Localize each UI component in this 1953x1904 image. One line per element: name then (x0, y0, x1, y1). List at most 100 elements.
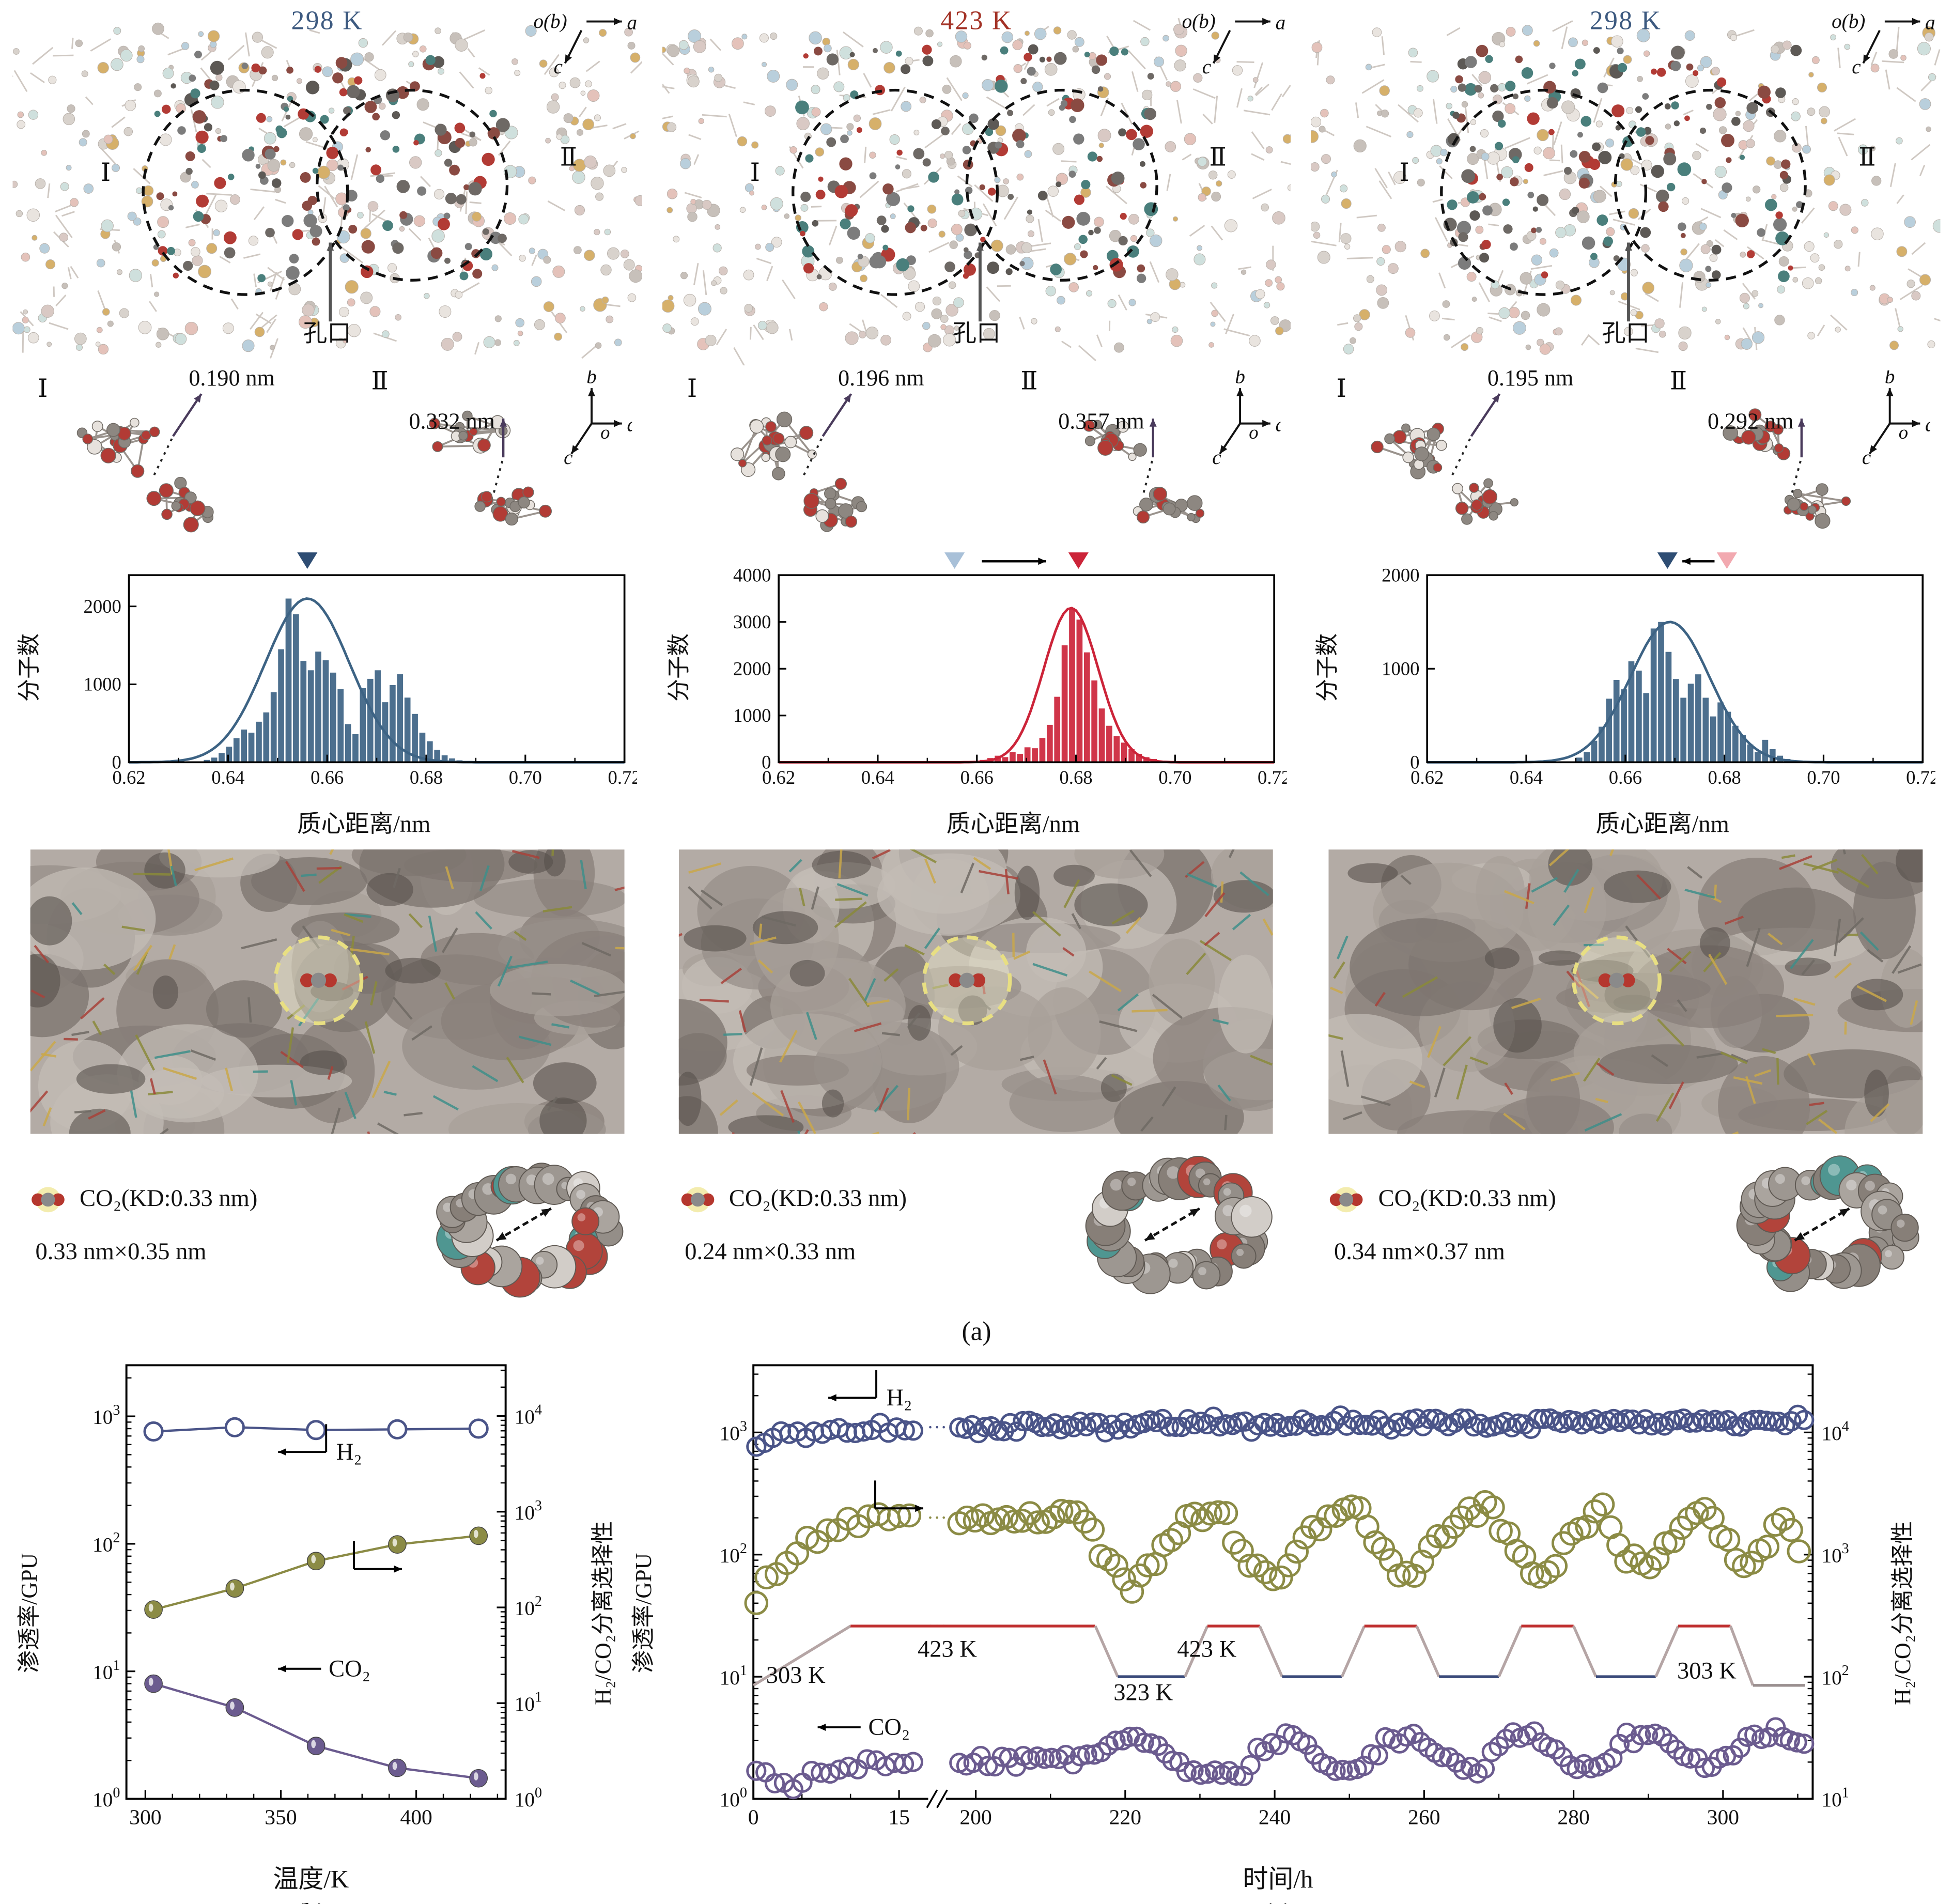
svg-text:0: 0 (761, 752, 770, 773)
svg-text:a: a (1276, 413, 1281, 436)
svg-text:400: 400 (400, 1805, 432, 1829)
co2-kinetic-diameter-label: CO₂(KD:0.33 nm) (1378, 1185, 1556, 1213)
crystal-structure-view-3: 298 K o(b) a c Ⅰ Ⅱ 孔口 (1311, 5, 1941, 365)
temperature-title: 298 K (1590, 5, 1662, 36)
site-one-label: Ⅰ (38, 375, 48, 403)
svg-text:a: a (1276, 11, 1286, 34)
histogram-canvas: 0.62 0.64 0.66 0.68 0.70 0.72 0 1000 2000 (83, 552, 638, 788)
distance-two-label: 0.292 nm (1707, 408, 1794, 434)
histogram-y-label: 分子数 (16, 632, 42, 702)
svg-text:a: a (627, 11, 637, 34)
crystal-axes-icon: o(b) a c (1832, 10, 1935, 76)
co2-info-text: CO₂(KD:0.33 nm) 0.34 nm×0.37 nm (1321, 1186, 1702, 1267)
distance-one-label: 0.190 nm (189, 365, 275, 391)
series-co2 (144, 1674, 488, 1788)
series-co2 (746, 1717, 1815, 1800)
svg-text:15: 15 (888, 1805, 910, 1829)
svg-text:103: 103 (1822, 1541, 1849, 1567)
svg-text:···: ··· (927, 1615, 947, 1637)
svg-text:0.68: 0.68 (1059, 767, 1092, 788)
histogram-canvas: 0.62 0.64 0.66 0.68 0.70 0.72 0 1000 2000 3000 400… (733, 552, 1287, 788)
svg-text:···: ··· (927, 1507, 947, 1529)
histogram-y-label: 分子数 (1315, 632, 1341, 702)
temperature-title: 423 K (940, 5, 1013, 36)
pore-size-label: 0.34 nm×0.37 nm (1334, 1239, 1505, 1266)
co2-info-row-3: CO₂(KD:0.33 nm) 0.34 nm×0.37 nm (1311, 1134, 1941, 1313)
svg-text:102: 102 (720, 1541, 747, 1567)
pore-surface-view-2 (662, 840, 1291, 1134)
svg-text:423 K: 423 K (1177, 1636, 1236, 1663)
distance-one-label: 0.196 nm (838, 365, 924, 391)
chart-b-x-label: 温度/K (273, 1866, 349, 1894)
site-two-label: Ⅱ (1020, 367, 1038, 396)
co2-kinetic-diameter-label: CO₂(KD:0.33 nm) (80, 1185, 258, 1213)
co2-molecule-icon (32, 1187, 65, 1213)
svg-text:0.64: 0.64 (861, 767, 894, 788)
figure-label-a: (a) (962, 1315, 991, 1346)
svg-text:o: o (1249, 422, 1259, 443)
svg-text:240: 240 (1259, 1805, 1291, 1829)
svg-text:···: ··· (927, 1416, 947, 1438)
distance-two-label: 0.357 nm (1058, 408, 1144, 434)
svg-text:3000: 3000 (733, 611, 770, 632)
site-one-label: Ⅰ (687, 375, 698, 403)
svg-text:0.64: 0.64 (1510, 767, 1543, 788)
svg-text:c: c (1213, 446, 1221, 467)
pore-aperture-model (1736, 1155, 1919, 1292)
svg-text:H₂: H₂ (336, 1439, 362, 1465)
svg-text:0.68: 0.68 (1708, 767, 1741, 788)
svg-text:0.66: 0.66 (960, 767, 993, 788)
svg-text:2000: 2000 (733, 658, 770, 679)
co2-info-text: CO₂(KD:0.33 nm) 0.24 nm×0.33 nm (672, 1186, 1053, 1267)
svg-text:c: c (1862, 446, 1871, 467)
svg-text:a: a (1925, 413, 1930, 436)
pore-size-label: 0.24 nm×0.33 nm (685, 1239, 856, 1266)
co2-molecule-icon (1330, 1187, 1363, 1213)
svg-text:303 K: 303 K (766, 1662, 826, 1689)
panel-423k: 423 K o(b) a c Ⅰ Ⅱ 孔口 Ⅰ 0.196 nm Ⅱ 0.357 n… (662, 5, 1291, 1313)
svg-text:0.72: 0.72 (1257, 767, 1287, 788)
svg-text:1000: 1000 (1382, 658, 1420, 679)
hbond-pair-image (1371, 393, 1851, 529)
histogram-x-label: 质心距离/nm (1595, 811, 1729, 839)
svg-text:0.72: 0.72 (608, 767, 638, 788)
pair-axes-icon: b a c o (563, 370, 631, 467)
figure-label-c: (c) (677, 1897, 1878, 1904)
histogram-y-label: 分子数 (665, 632, 691, 702)
svg-text:0.66: 0.66 (1609, 767, 1642, 788)
pore-surface-view-1 (12, 840, 642, 1134)
panel-298k-return: 298 K o(b) a c Ⅰ Ⅱ 孔口 Ⅰ 0.195 nm Ⅱ 0.292 n… (1311, 5, 1941, 1313)
svg-text:0: 0 (748, 1805, 759, 1829)
svg-text:103: 103 (92, 1402, 120, 1429)
hbond-pair-image (76, 393, 552, 533)
pore-opening-label: 孔口 (1602, 321, 1650, 348)
svg-text:0.62: 0.62 (112, 767, 145, 788)
site-one-label: Ⅰ (750, 159, 760, 187)
svg-text:1000: 1000 (733, 705, 770, 726)
svg-text:260: 260 (1408, 1805, 1440, 1829)
svg-text:0.70: 0.70 (509, 767, 542, 788)
svg-text:350: 350 (265, 1805, 297, 1829)
svg-text:303 K: 303 K (1677, 1658, 1737, 1684)
svg-text:CO₂: CO₂ (868, 1714, 910, 1741)
site-two-label: Ⅱ (560, 144, 577, 173)
histogram-canvas: 0.62 0.64 0.66 0.68 0.70 0.72 0 1000 2000 (1382, 552, 1936, 788)
series-h2 (746, 1404, 1815, 1457)
distance-one-label: 0.195 nm (1487, 365, 1574, 391)
svg-text:H₂: H₂ (887, 1385, 912, 1411)
site-one-label: Ⅰ (1336, 375, 1346, 403)
pair-axes-icon: b a c o (1213, 370, 1281, 467)
svg-text:CO₂: CO₂ (329, 1655, 370, 1682)
svg-text:o: o (1899, 422, 1908, 443)
site-one-label: Ⅰ (1399, 159, 1409, 187)
svg-text:2000: 2000 (83, 596, 121, 617)
svg-text:c: c (553, 56, 562, 76)
svg-text:101: 101 (720, 1663, 747, 1689)
chart-b-block: 渗透率/GPU 300 350 400 100 101 102 103 100 101 102 10… (12, 1355, 622, 1904)
svg-text:101: 101 (515, 1689, 542, 1715)
svg-text:220: 220 (1109, 1805, 1141, 1829)
svg-text:100: 100 (720, 1785, 747, 1812)
svg-text:0.66: 0.66 (311, 767, 344, 788)
figure-label-b: (b) (58, 1897, 564, 1904)
svg-text:c: c (563, 446, 572, 467)
